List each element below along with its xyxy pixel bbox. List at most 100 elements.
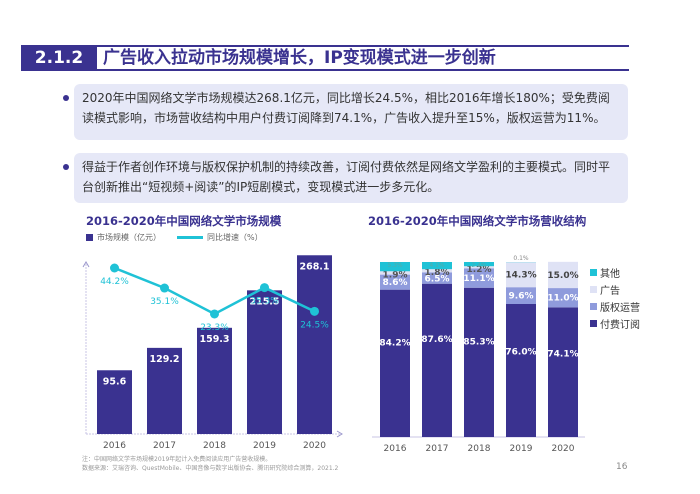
segment-label: 1.2% [467,265,492,275]
segment-label: 15.0% [547,271,578,281]
growth-point [110,263,119,273]
growth-point [160,283,169,293]
bar-value-label: 129.2 [149,354,179,365]
bar-value-label: 215.5 [249,296,279,307]
legend-swatch-other [590,269,597,276]
footer: 注：中国网络文学市场规模2019年起计入免费阅读应用广告营收规模。 数据来源：艾… [82,455,338,473]
right-chart-title: 2016-2020年中国网络文学市场营收结构 [368,214,587,228]
bar [197,327,232,434]
bar [147,347,182,434]
growth-label: 24.5% [300,320,329,330]
legend-ads: 广告 [590,282,620,297]
stacked-segment-0 [380,289,410,437]
segment-label: 4.1% [429,262,445,269]
stacked-segment-3 [422,262,452,270]
bullet-text: 得益于作者创作环境与版权保护机制的持续改善，订阅付费依然是网络文学盈利的主要模式… [82,160,611,194]
segment-label: 84.2% [379,339,410,349]
legend-label-copyright: 版权运营 [600,303,640,314]
x-tick-label: 2016 [103,441,126,451]
x-tick-label: 2019 [510,444,533,454]
left-chart-legend: 市场规模（亿元） 同比增速（%） [86,232,263,243]
segment-label: 9.6% [509,292,534,302]
segment-label: 11.0% [547,294,578,304]
legend-label-subscription: 付费订阅 [600,320,640,331]
x-tick-label: 2016 [384,444,407,454]
stacked-segment-0 [464,287,494,437]
legend-copyright: 版权运营 [590,299,640,314]
stacked-segment-2 [464,266,494,269]
segment-label: 74.1% [547,350,578,360]
growth-label: 23.3% [200,323,229,333]
stacked-segment-2 [548,261,578,289]
segment-label: 1.8% [425,268,450,278]
bar-value-label: 268.1 [299,261,329,272]
stacked-segment-1 [548,288,578,308]
legend-swatch-ads [590,286,597,293]
stacked-segment-3 [464,262,494,267]
segment-label: 5.3% [387,262,403,269]
legend-swatch-bar [86,234,93,241]
legend-label-line: 同比增速（%） [207,233,263,242]
bullet-dot-icon [63,95,69,101]
x-tick-label: 2020 [303,441,326,451]
stacked-segment-1 [464,268,494,288]
section-number: 2.1.2 [21,47,97,69]
y-axis-arrow-icon [82,261,90,268]
growth-point [260,283,269,293]
bar [247,290,282,434]
x-tick-label: 2018 [203,441,226,451]
x-tick-label: 2017 [153,441,176,451]
legend-swatch-subscription [590,320,597,327]
legend-label-ads: 广告 [600,286,620,297]
bar-value-label: 159.3 [199,334,229,345]
x-tick-label: 2017 [426,444,449,454]
legend-swatch-copyright [590,303,597,310]
x-tick-label: 2018 [468,444,491,454]
segment-label: 6.5% [425,274,450,284]
stacked-segment-2 [506,262,536,288]
x-tick-label: 2019 [253,441,276,451]
stacked-segment-0 [422,283,452,437]
legend-label-other: 其他 [600,269,620,280]
x-axis-arrow-icon [336,430,343,438]
growth-point [210,309,219,319]
growth-label: 44.2% [100,277,129,287]
bullet-text: 2020年中国网络文学市场规模达268.1亿元，同比增长24.5%，相比2016… [82,91,610,125]
segment-label: 8.6% [383,278,408,288]
segment-label: 2.4% [471,262,487,269]
bar-value-label: 95.6 [103,376,127,387]
segment-label: 1.9% [383,270,408,280]
segment-label: 0.1% [513,255,529,262]
legend-label-bar: 市场规模（亿元） [97,233,161,242]
stacked-segment-2 [380,271,410,275]
stacked-segment-2 [422,269,452,273]
stacked-segment-3 [380,262,410,272]
segment-label: 87.6% [421,335,452,345]
stacked-segment-0 [548,307,578,437]
growth-point [310,306,319,316]
growth-label: 35.3% [250,297,279,307]
legend-subscription: 付费订阅 [590,316,640,331]
segment-label: 14.3% [505,271,536,281]
page-number: 16 [616,462,628,472]
bar [297,255,332,434]
x-tick-label: 2020 [552,444,575,454]
bullet-1: 2020年中国网络文学市场规模达268.1亿元，同比增长24.5%，相比2016… [63,84,628,140]
segment-label: 85.3% [463,337,494,347]
legend-other: 其他 [590,265,620,280]
stacked-segment-1 [422,272,452,284]
bullet-2: 得益于作者创作环境与版权保护机制的持续改善，订阅付费依然是网络文学盈利的主要模式… [63,153,628,203]
legend-swatch-line [177,236,203,239]
bar [97,370,132,434]
stacked-segment-1 [506,287,536,304]
left-chart-title: 2016-2020年中国网络文学市场规模 [86,214,282,228]
footer-source: 数据来源：艾瑞咨询、QuestMobile、中国音像与数字出版协会、腾讯研究院综… [82,465,339,472]
bullet-dot-icon [63,164,69,170]
stacked-segment-1 [380,274,410,290]
footer-note: 注：中国网络文学市场规模2019年起计入免费阅读应用广告营收规模。 [82,456,272,463]
page-title: 广告收入拉动市场规模增长，IP变现模式进一步创新 [103,48,496,68]
stacked-segment-0 [506,304,536,437]
segment-label: 76.0% [505,348,536,358]
